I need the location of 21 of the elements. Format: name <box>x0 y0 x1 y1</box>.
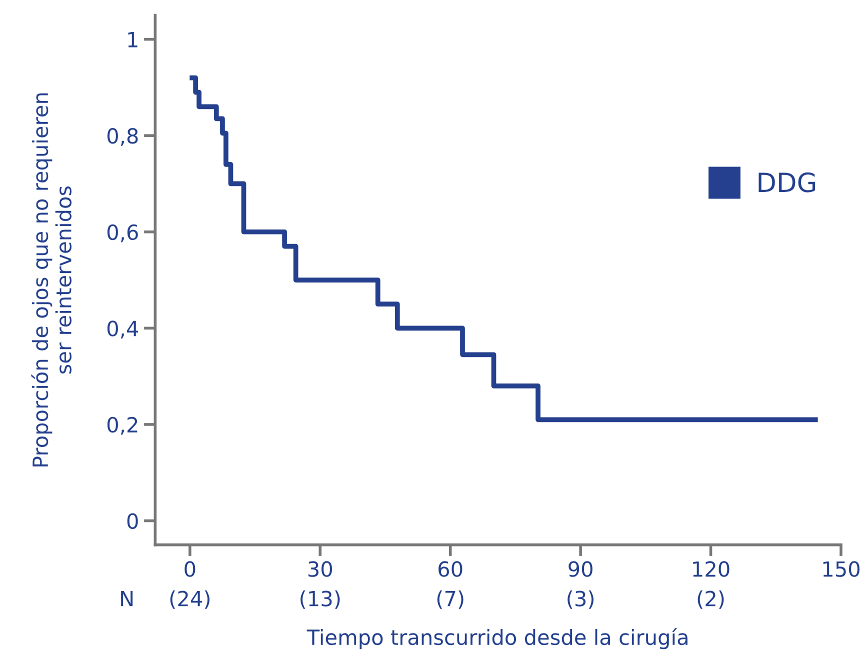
text: (24) <box>170 590 210 609</box>
text: (2) <box>698 590 724 609</box>
x-tick-label: 60 <box>438 561 462 577</box>
x-tick-label: 0 <box>184 561 196 577</box>
y-tick-label: 0,6 <box>107 224 138 242</box>
text: (7) <box>437 590 464 609</box>
y-tick-label: 0,2 <box>107 416 138 435</box>
text: N <box>121 590 133 606</box>
x-tick-label: 120 <box>693 561 730 577</box>
y-tick-label: 0 <box>127 513 138 529</box>
text: (3) <box>568 590 594 609</box>
x-tick-label: 30 <box>308 561 332 577</box>
y-tick-label: 0,4 <box>107 320 138 339</box>
legend-label: DDG <box>758 172 816 192</box>
y-axis-title: Proporción de ojos que no requieren ser reintervenidos <box>31 93 72 466</box>
y-tick-label: 0,8 <box>107 128 138 146</box>
x-axis-title: Tiempo transcurrido desde la cirugía <box>306 628 688 650</box>
y-tick-label: 1 <box>128 32 138 48</box>
x-tick-label: 90 <box>568 561 592 577</box>
x-tick-label: 150 <box>823 561 860 577</box>
text: (13) <box>300 590 340 609</box>
